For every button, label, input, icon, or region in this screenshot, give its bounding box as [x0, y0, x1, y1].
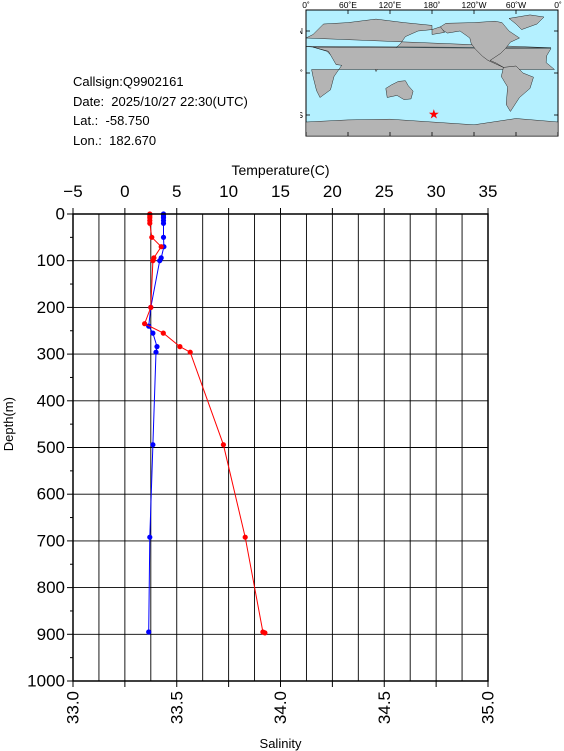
salinity-point [160, 234, 167, 240]
temperature-tick-label: 10 [219, 182, 238, 201]
map-graticule [305, 10, 559, 136]
chart-ticks [67, 208, 489, 687]
salinity-axis-title: Salinity [260, 736, 302, 751]
temperature-point [220, 442, 226, 448]
temperature-point [158, 244, 164, 250]
depth-tick-label: 300 [37, 345, 65, 364]
float-info-panel: Callsign:Q9902161 Date: 2025/10/27 22:30… [73, 72, 248, 150]
map-land [305, 14, 559, 137]
map-lat-label: 60˚S [300, 110, 303, 120]
temperature-tick-label: 25 [375, 182, 394, 201]
temperature-point [262, 630, 268, 636]
date-text: Date: 2025/10/27 22:30(UTC) [73, 93, 248, 109]
map-land-4 [501, 65, 534, 112]
map-lon-label: 60˚W [506, 0, 526, 10]
map-latitude-labels: 60˚N 0˚ 60˚S [300, 26, 303, 120]
temperature-tick-label: 20 [323, 182, 342, 201]
depth-tick-label: 400 [37, 391, 65, 410]
temperature-point [187, 349, 193, 355]
temperature-point [142, 321, 148, 327]
plot-frame [72, 213, 489, 682]
location-map: 0˚ 60˚E 120˚E 180˚ 120˚W 60˚W 0˚ 60˚N 0˚ 60˚S ★ [300, 0, 562, 137]
depth-tick-label: 200 [37, 298, 65, 317]
salinity-point [146, 629, 152, 635]
map-lon-label: 0˚ [554, 0, 562, 10]
temperature-tick-labels: −5 0 5 10 15 20 25 30 35 [63, 182, 497, 201]
depth-axis-title: Depth(m) [1, 397, 16, 451]
depth-tick-label: 500 [37, 438, 65, 457]
map-lat-label: 60˚N [300, 26, 303, 36]
temperature-tick-label: 0 [120, 182, 129, 201]
salinity-point [150, 442, 156, 448]
map-land-5 [385, 80, 414, 100]
map-land-3 [508, 14, 545, 30]
temperature-point [147, 220, 153, 226]
map-land-2 [440, 20, 520, 68]
temperature-point [148, 304, 154, 310]
temperature-point [150, 258, 156, 264]
map-land-1 [311, 46, 556, 98]
depth-tick-label: 100 [37, 251, 65, 270]
depth-tick-label: 900 [37, 625, 65, 644]
callsign-text: Callsign:Q9902161 [73, 74, 184, 89]
map-land-7 [431, 26, 445, 35]
chart-grid [73, 214, 488, 681]
chart-series [142, 211, 268, 636]
salinity-tick-label: 34.0 [271, 691, 290, 724]
map-lon-label: 180˚ [423, 0, 440, 10]
salinity-tick-labels: 33.0 33.5 34.0 34.5 35.0 [64, 691, 498, 724]
depth-tick-label: 800 [37, 578, 65, 597]
salinity-tick-label: 35.0 [479, 691, 498, 724]
map-lat-label: 0˚ [300, 68, 303, 78]
salinity-tick-label: 33.0 [64, 691, 83, 724]
salinity-point [154, 344, 160, 350]
temperature-tick-label: 30 [427, 182, 446, 201]
depth-tick-label: 1000 [27, 672, 65, 691]
map-lon-label: 120˚E [379, 0, 402, 10]
map-longitude-labels: 0˚ 60˚E 120˚E 180˚ 120˚W 60˚W 0˚ [302, 0, 562, 10]
salinity-point [153, 349, 159, 355]
depth-tick-label: 0 [56, 205, 65, 224]
temperature-point [149, 234, 155, 240]
depth-tick-label: 700 [37, 531, 65, 550]
depth-tick-labels: 0 100 200 300 400 500 600 700 800 900 1000 [27, 205, 65, 691]
temperature-tick-label: 35 [479, 182, 498, 201]
profile-chart: −5 0 5 10 15 20 25 30 35 33.0 33.5 34.0 34.5 35.0 0 1… [1, 162, 498, 751]
salinity-tick-label: 34.5 [375, 691, 394, 724]
salinity-point [160, 220, 167, 226]
longitude-text: Lon.: 182.670 [73, 132, 157, 148]
salinity-point [157, 258, 163, 264]
salinity-point [147, 534, 153, 540]
temperature-axis-title: Temperature(C) [231, 162, 329, 178]
depth-tick-label: 600 [37, 485, 65, 504]
temperature-point [160, 330, 166, 336]
temperature-point [177, 344, 183, 350]
salinity-tick-label: 33.5 [167, 691, 186, 724]
map-lon-label: 60˚E [339, 0, 357, 10]
latitude-text: Lat.: -58.750 [73, 113, 150, 128]
salinity-point [150, 330, 156, 336]
temperature-tick-label: −5 [63, 182, 82, 201]
temperature-tick-label: 15 [271, 182, 290, 201]
temperature-point [242, 534, 248, 540]
float-position-star-icon: ★ [428, 107, 440, 122]
temperature-line [143, 214, 266, 634]
map-lon-label: 0˚ [302, 0, 310, 10]
temperature-tick-label: 5 [172, 182, 181, 201]
map-lon-label: 120˚W [461, 0, 486, 10]
